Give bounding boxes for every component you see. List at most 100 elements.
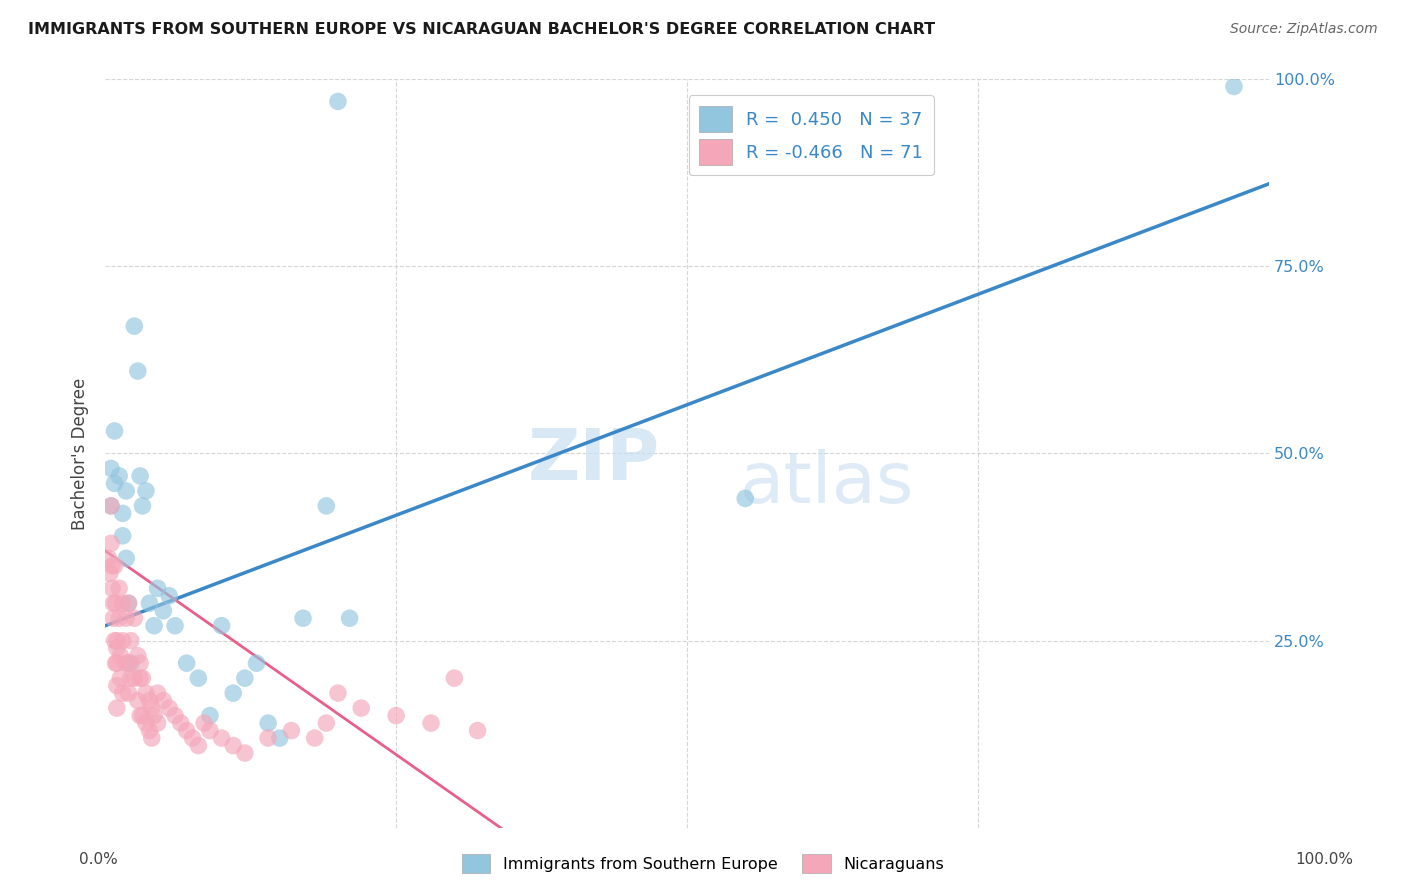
- Point: [292, 611, 315, 625]
- Point: [131, 671, 153, 685]
- Point: [193, 716, 215, 731]
- Point: [124, 671, 146, 685]
- Point: [98, 566, 121, 581]
- Point: [127, 693, 149, 707]
- Point: [233, 746, 256, 760]
- Text: IMMIGRANTS FROM SOUTHERN EUROPE VS NICARAGUAN BACHELOR'S DEGREE CORRELATION CHAR: IMMIGRANTS FROM SOUTHERN EUROPE VS NICAR…: [28, 22, 935, 37]
- Point: [120, 633, 142, 648]
- Point: [103, 596, 125, 610]
- Point: [101, 558, 124, 573]
- Point: [339, 611, 361, 625]
- Legend: R =  0.450   N = 37, R = -0.466   N = 71: R = 0.450 N = 37, R = -0.466 N = 71: [689, 95, 934, 176]
- Point: [141, 701, 163, 715]
- Text: Source: ZipAtlas.com: Source: ZipAtlas.com: [1230, 22, 1378, 37]
- Point: [233, 671, 256, 685]
- Point: [108, 611, 131, 625]
- Point: [257, 716, 280, 731]
- Point: [108, 581, 131, 595]
- Point: [170, 716, 193, 731]
- Point: [467, 723, 489, 738]
- Point: [124, 319, 146, 334]
- Point: [110, 648, 132, 663]
- Point: [163, 708, 186, 723]
- Point: [124, 611, 146, 625]
- Point: [138, 596, 160, 610]
- Point: [115, 551, 138, 566]
- Point: [105, 641, 128, 656]
- Point: [385, 708, 408, 723]
- Point: [108, 469, 131, 483]
- Point: [111, 596, 134, 610]
- Point: [101, 581, 124, 595]
- Point: [245, 656, 267, 670]
- Point: [129, 708, 152, 723]
- Point: [127, 648, 149, 663]
- Point: [103, 424, 125, 438]
- Point: [138, 693, 160, 707]
- Point: [117, 656, 139, 670]
- Point: [104, 656, 127, 670]
- Point: [111, 633, 134, 648]
- Point: [111, 529, 134, 543]
- Point: [326, 686, 349, 700]
- Point: [141, 731, 163, 745]
- Point: [257, 731, 280, 745]
- Point: [100, 461, 122, 475]
- Point: [152, 604, 174, 618]
- Point: [198, 723, 221, 738]
- Point: [120, 671, 142, 685]
- Point: [198, 708, 221, 723]
- Point: [269, 731, 291, 745]
- Point: [103, 611, 125, 625]
- Point: [111, 686, 134, 700]
- Point: [146, 686, 169, 700]
- Point: [129, 671, 152, 685]
- Point: [105, 656, 128, 670]
- Point: [138, 723, 160, 738]
- Point: [420, 716, 443, 731]
- Point: [100, 499, 122, 513]
- Point: [187, 739, 209, 753]
- Text: atlas: atlas: [740, 449, 914, 518]
- Point: [152, 693, 174, 707]
- Point: [97, 551, 120, 566]
- Legend: Immigrants from Southern Europe, Nicaraguans: Immigrants from Southern Europe, Nicarag…: [456, 847, 950, 880]
- Point: [117, 686, 139, 700]
- Point: [115, 483, 138, 498]
- Point: [111, 507, 134, 521]
- Point: [143, 618, 166, 632]
- Point: [315, 499, 337, 513]
- Y-axis label: Bachelor's Degree: Bachelor's Degree: [72, 377, 89, 530]
- Point: [120, 656, 142, 670]
- Point: [100, 499, 122, 513]
- Point: [163, 618, 186, 632]
- Point: [117, 596, 139, 610]
- Point: [129, 656, 152, 670]
- Point: [103, 476, 125, 491]
- Point: [187, 671, 209, 685]
- Point: [443, 671, 465, 685]
- Point: [280, 723, 302, 738]
- Point: [734, 491, 756, 506]
- Point: [181, 731, 204, 745]
- Point: [176, 723, 198, 738]
- Point: [127, 364, 149, 378]
- Point: [350, 701, 373, 715]
- Point: [117, 596, 139, 610]
- Point: [135, 483, 157, 498]
- Point: [135, 716, 157, 731]
- Point: [146, 581, 169, 595]
- Point: [115, 611, 138, 625]
- Text: 0.0%: 0.0%: [79, 852, 118, 867]
- Text: ZIP: ZIP: [527, 426, 659, 495]
- Point: [135, 686, 157, 700]
- Point: [315, 716, 337, 731]
- Point: [131, 499, 153, 513]
- Point: [110, 671, 132, 685]
- Point: [129, 469, 152, 483]
- Point: [103, 558, 125, 573]
- Point: [146, 716, 169, 731]
- Point: [304, 731, 326, 745]
- Point: [104, 596, 127, 610]
- Point: [100, 536, 122, 550]
